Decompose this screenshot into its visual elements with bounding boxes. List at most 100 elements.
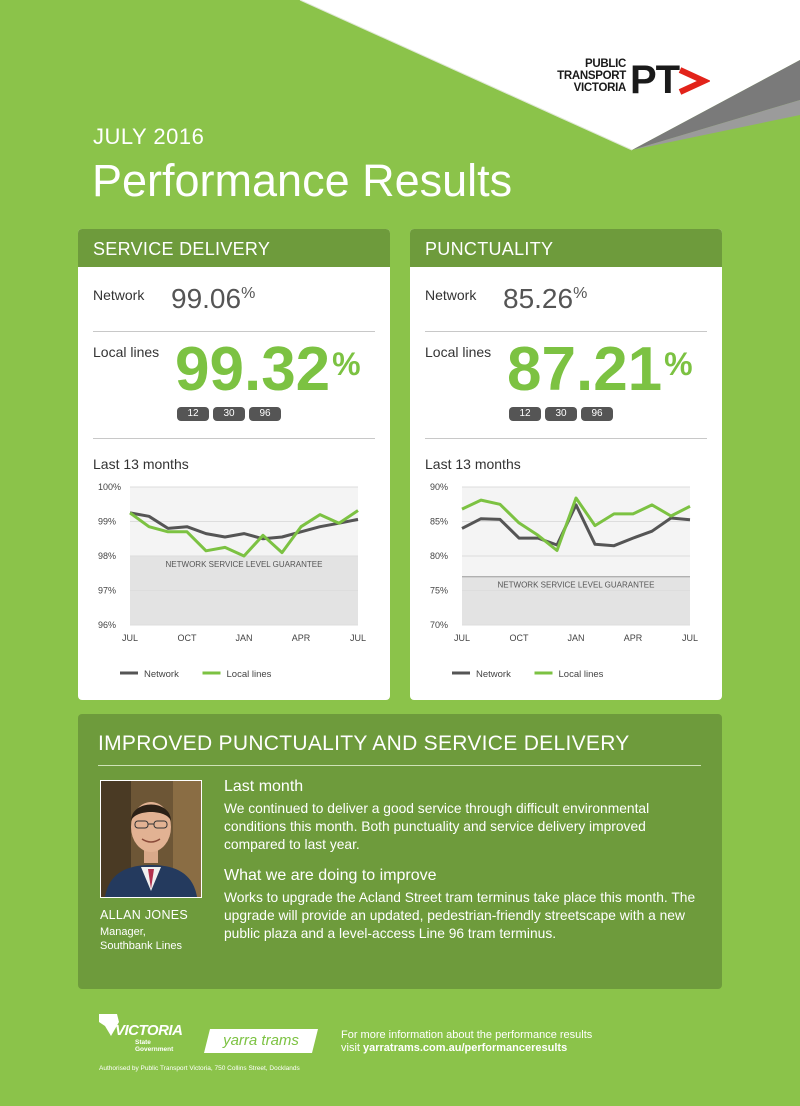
y-tick-label: 75% xyxy=(430,586,448,596)
yarra-trams-badge xyxy=(204,1029,318,1053)
chart-heading: Last 13 months xyxy=(425,456,521,472)
x-tick-label: JAN xyxy=(235,633,252,643)
x-tick-label: OCT xyxy=(510,633,530,643)
y-tick-label: 70% xyxy=(430,620,448,630)
y-tick-label: 85% xyxy=(430,517,448,527)
chevron-right-icon xyxy=(678,67,710,95)
series-line-local-lines xyxy=(129,509,359,558)
y-tick-label: 90% xyxy=(430,482,448,492)
more-info-line2: visit yarratrams.com.au/performanceresul… xyxy=(341,1042,592,1055)
y-tick-label: 100% xyxy=(98,482,121,492)
legend-label: Network xyxy=(144,669,179,680)
legend-label: Network xyxy=(476,669,511,680)
more-info-prefix: visit xyxy=(341,1042,363,1054)
last-month-text: We continued to deliver a good service t… xyxy=(224,801,650,852)
yarra-trams-logo: yarra trams xyxy=(204,1029,318,1053)
x-tick-label: APR xyxy=(292,633,311,643)
victoria-subtitle-line2: Government xyxy=(135,1046,174,1053)
series-line-network xyxy=(129,511,359,541)
local-lines-value: 87.21% xyxy=(507,330,693,410)
network-label: Network xyxy=(425,287,477,303)
network-number: 99.06 xyxy=(171,283,242,314)
y-tick-label: 80% xyxy=(430,551,448,561)
local-lines-label: Local lines xyxy=(425,344,492,360)
route-badge: 12 xyxy=(177,407,209,421)
guarantee-label: NETWORK SERVICE LEVEL GUARANTEE xyxy=(166,560,323,569)
page-title: Performance Results xyxy=(92,155,513,206)
ptv-logo-line2: TRANSPORT xyxy=(557,70,626,82)
network-number: 85.26 xyxy=(503,283,574,314)
improve-heading: What we are doing to improve xyxy=(224,867,437,884)
y-tick-label: 99% xyxy=(98,517,116,527)
network-value: 99.06% xyxy=(171,283,255,315)
victoria-subtitle: State Government xyxy=(135,1039,173,1053)
guarantee-region xyxy=(462,576,690,625)
victoria-wordmark: VICTORIA xyxy=(115,1022,183,1039)
x-tick-label: OCT xyxy=(178,633,198,643)
manager-photo xyxy=(100,780,202,898)
ptv-logo-line3: VICTORIA xyxy=(573,82,627,94)
network-unit: % xyxy=(241,285,256,302)
series-line-network xyxy=(461,503,691,548)
improvement-panel: IMPROVED PUNCTUALITY AND SERVICE DELIVER… xyxy=(78,714,722,989)
x-tick-label: JUL xyxy=(454,633,470,643)
local-lines-value: 99.32% xyxy=(175,330,361,410)
victoria-map-icon xyxy=(99,1014,119,1036)
punctuality-card: PUNCTUALITY Network 85.26% Local lines 8… xyxy=(410,229,722,700)
y-tick-label: 97% xyxy=(98,586,116,596)
manager-name: ALLAN JONES xyxy=(100,908,189,922)
ptv-logo: PUBLIC TRANSPORT VICTORIA PT xyxy=(556,58,716,114)
divider xyxy=(98,765,701,766)
victoria-government-logo: VICTORIA State Government xyxy=(99,1012,183,1056)
route-badges: 12 30 96 xyxy=(177,407,281,421)
route-badge: 12 xyxy=(509,407,541,421)
series-line-local-lines xyxy=(461,496,691,552)
x-tick-label: APR xyxy=(624,633,643,643)
chart-heading: Last 13 months xyxy=(93,456,189,472)
punctuality-chart: NETWORK SERVICE LEVEL GUARANTEE 90% 85% 80%… xyxy=(430,482,698,680)
ptv-logo-mark: PT xyxy=(630,58,680,102)
victoria-subtitle-line1: State xyxy=(135,1039,151,1046)
route-badge: 96 xyxy=(581,407,613,421)
legend-label: Local lines xyxy=(559,669,604,680)
manager-role-line1: Manager, xyxy=(100,926,146,938)
ptv-logo-line1: PUBLIC xyxy=(584,58,626,70)
service-delivery-heading: SERVICE DELIVERY xyxy=(78,229,390,267)
local-lines-number: 87.21 xyxy=(507,335,663,404)
local-lines-row: Local lines 87.21% 12 30 96 xyxy=(425,332,707,439)
authorisation-note: Authorised by Public Transport Victoria,… xyxy=(99,1065,300,1072)
improve-text: Works to upgrade the Acland Street tram … xyxy=(224,890,696,941)
network-row: Network 99.06% xyxy=(93,283,375,332)
header-banner xyxy=(299,0,800,151)
local-lines-label: Local lines xyxy=(93,344,160,360)
yarra-trams-wordmark: yarra trams xyxy=(223,1032,299,1049)
x-tick-label: JUL xyxy=(682,633,698,643)
x-tick-label: JUL xyxy=(350,633,366,643)
network-label: Network xyxy=(93,287,145,303)
x-tick-label: JUL xyxy=(122,633,138,643)
local-lines-row: Local lines 99.32% 12 30 96 xyxy=(93,332,375,439)
route-badge: 30 xyxy=(545,407,577,421)
manager-role: Manager, Southbank Lines xyxy=(100,925,182,953)
report-month: JULY 2016 xyxy=(93,124,205,149)
more-info-link[interactable]: yarratrams.com.au/performanceresults xyxy=(363,1042,568,1054)
y-tick-label: 98% xyxy=(98,551,116,561)
more-info-line1: For more information about the performan… xyxy=(341,1029,593,1041)
x-tick-label: JAN xyxy=(567,633,584,643)
service-delivery-chart: NETWORK SERVICE LEVEL GUARANTEE 100% 99% 98… xyxy=(98,482,366,680)
network-row: Network 85.26% xyxy=(425,283,707,332)
network-unit: % xyxy=(573,285,588,302)
last-month-heading: Last month xyxy=(224,778,304,795)
y-tick-label: 96% xyxy=(98,620,116,630)
network-value: 85.26% xyxy=(503,283,587,315)
route-badge: 96 xyxy=(249,407,281,421)
legend-label: Local lines xyxy=(227,669,272,680)
local-lines-unit: % xyxy=(664,346,693,382)
improvement-title: IMPROVED PUNCTUALITY AND SERVICE DELIVER… xyxy=(98,732,630,755)
local-lines-unit: % xyxy=(332,346,361,382)
route-badge: 30 xyxy=(213,407,245,421)
route-badges: 12 30 96 xyxy=(509,407,613,421)
guarantee-label: NETWORK SERVICE LEVEL GUARANTEE xyxy=(498,581,655,590)
more-info: For more information about the performan… xyxy=(341,1029,592,1055)
manager-role-line2: Southbank Lines xyxy=(100,940,182,952)
